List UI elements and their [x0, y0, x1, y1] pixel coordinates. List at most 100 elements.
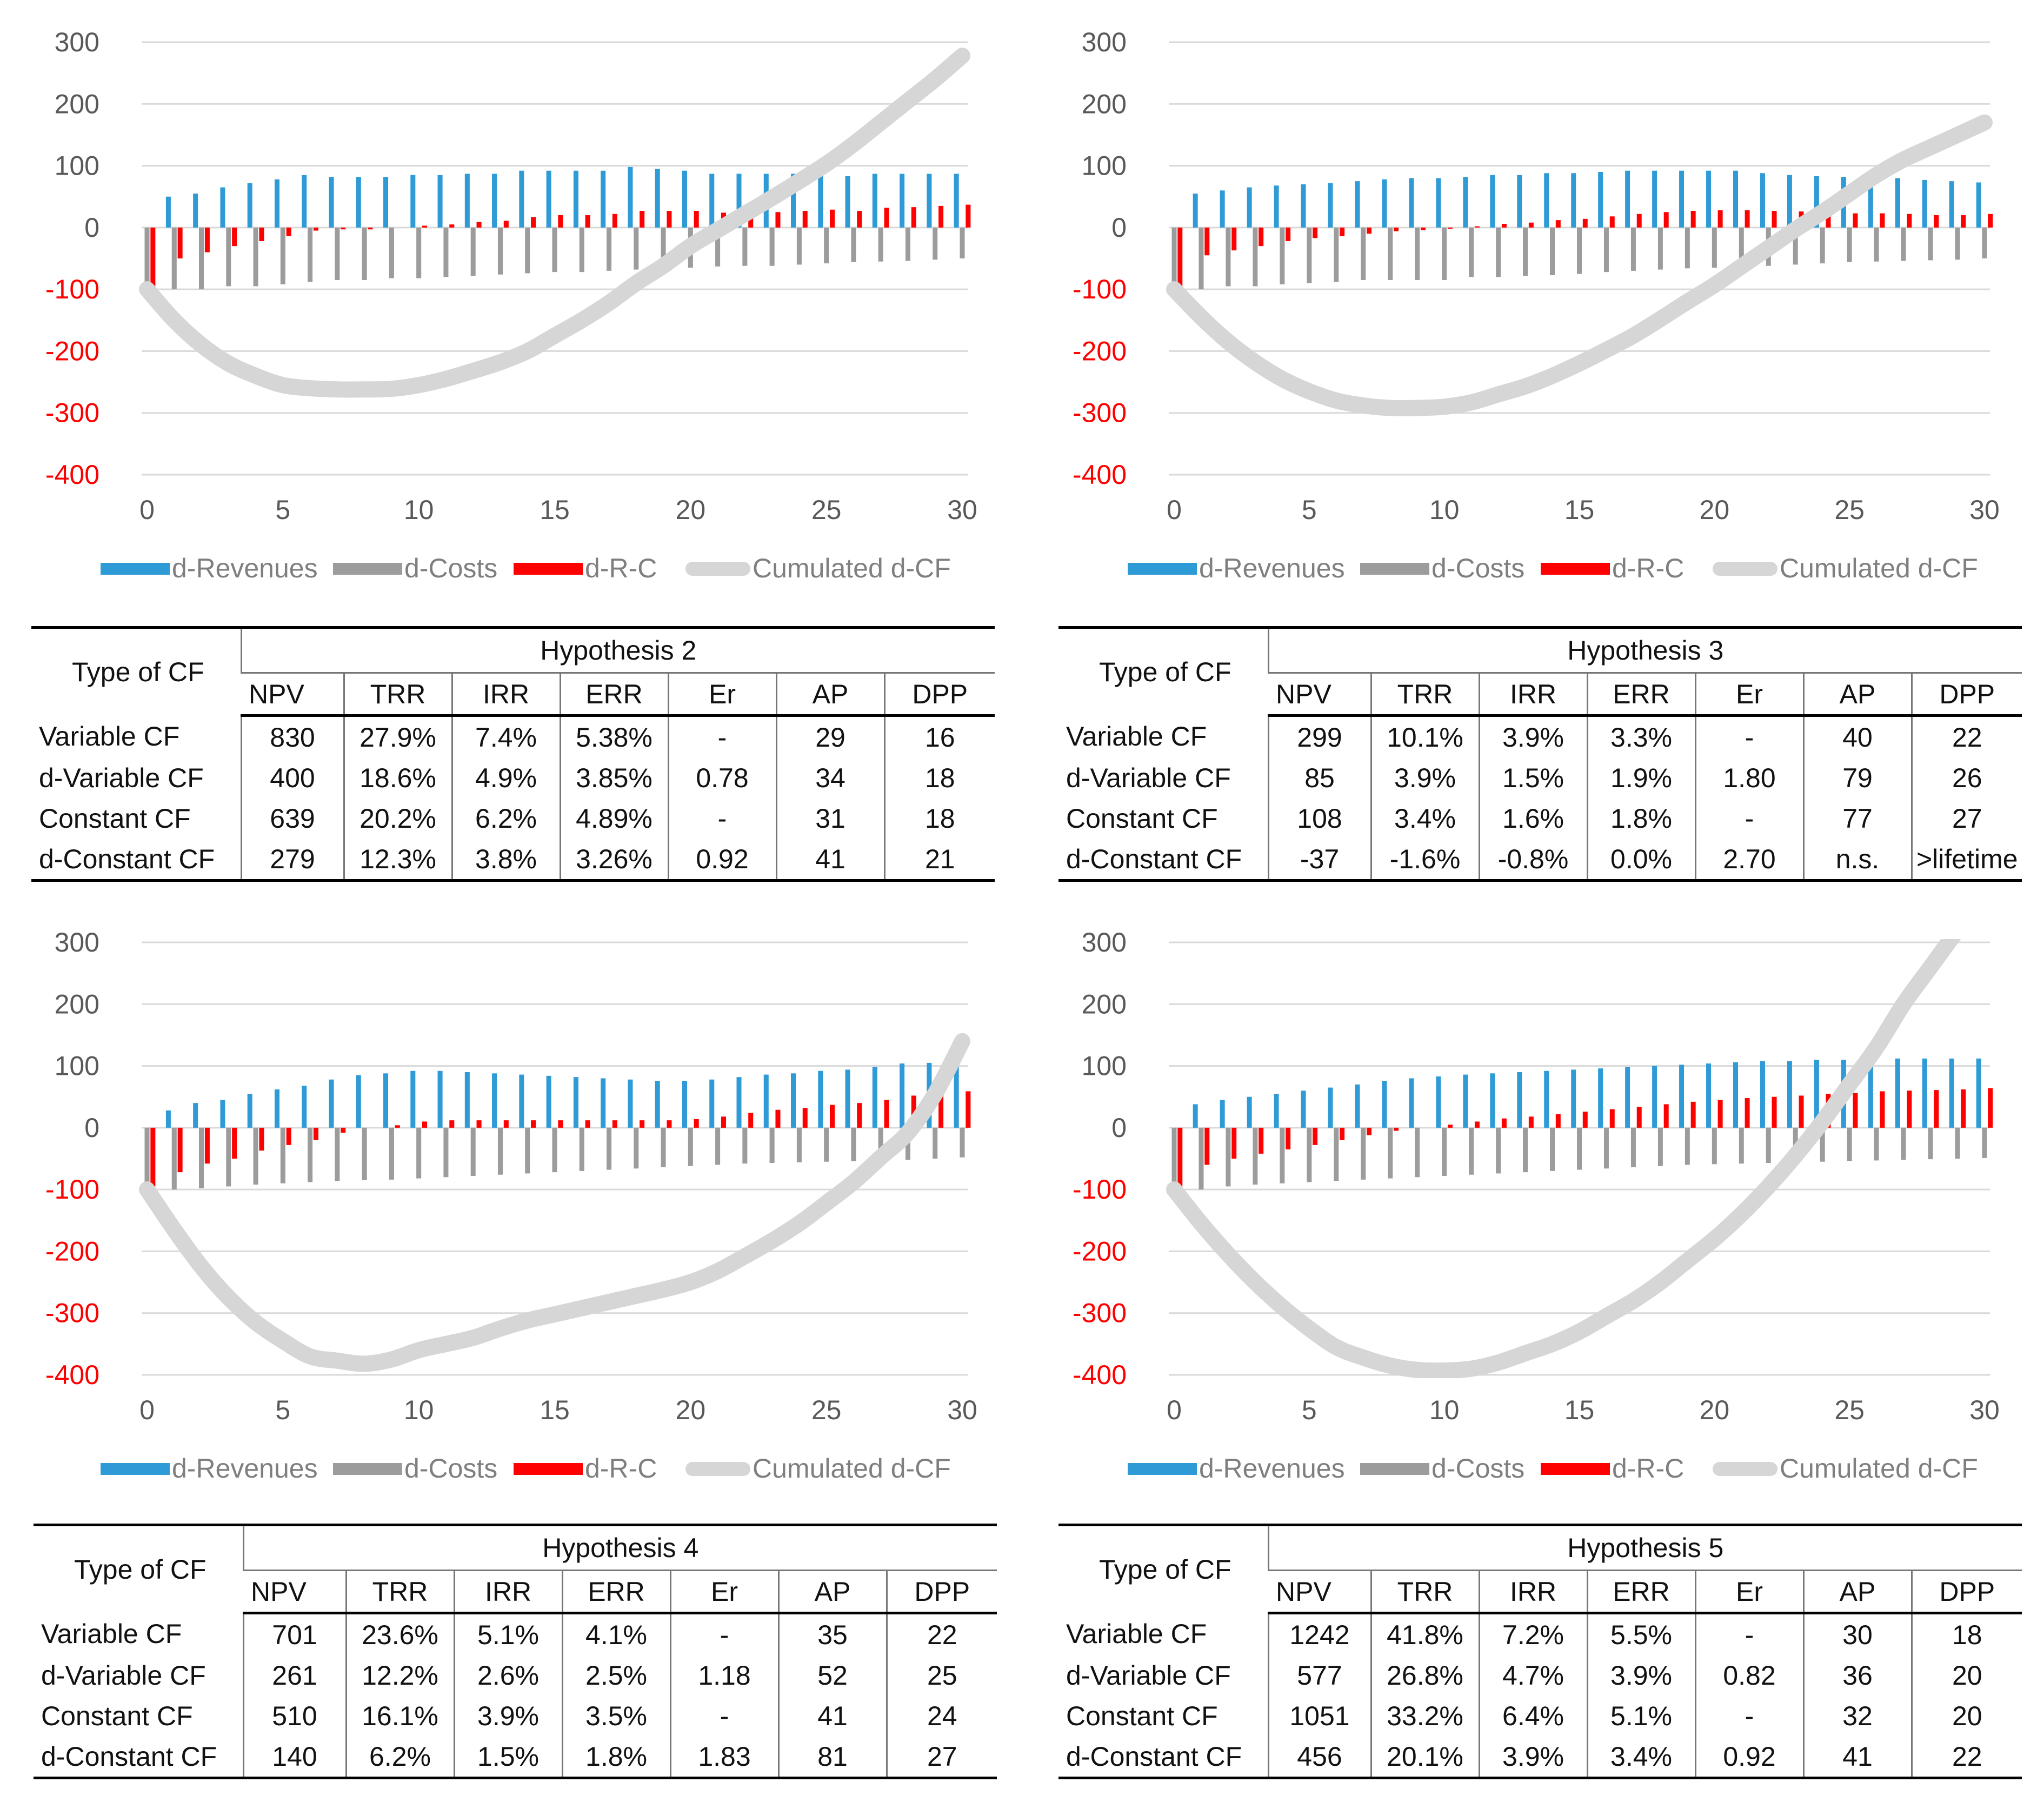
x-tick-label: 25: [811, 1395, 842, 1425]
bar-d-revenues: [1193, 194, 1198, 228]
legend-swatch: [685, 1462, 750, 1476]
bar-d-costs: [824, 227, 829, 264]
bar-d-revenues: [356, 1075, 361, 1128]
bar-d-r-c: [1177, 227, 1183, 287]
column-header: TRR: [345, 1570, 454, 1614]
bar-d-costs: [1901, 227, 1906, 261]
bar-d-r-c: [1313, 227, 1318, 238]
x-tick-label: 15: [1564, 495, 1595, 525]
column-header: DPP: [885, 1570, 997, 1614]
bar-d-costs: [144, 1127, 150, 1187]
bar-d-revenues: [193, 1103, 198, 1128]
row-label: Constant CF: [41, 1700, 193, 1731]
bar-d-costs: [1442, 227, 1447, 280]
table-row: d-Constant CF -37 -1.6% -0.8% 0.0% 2.70 n.s. >l…: [1058, 839, 2022, 882]
y-tick-label: -400: [45, 460, 99, 490]
x-tick-label: 30: [1969, 1395, 2000, 1425]
y-tick-label: 200: [55, 89, 99, 119]
bar-d-revenues: [1679, 170, 1685, 228]
bar-d-costs: [335, 227, 340, 280]
bar-d-revenues: [464, 1072, 470, 1128]
table-cell: 2.6%: [453, 1655, 562, 1695]
legend-label: d-Revenues: [172, 553, 318, 583]
bar-d-costs: [1415, 227, 1420, 280]
bar-d-r-c: [1340, 1127, 1345, 1140]
bar-d-revenues: [1868, 178, 1873, 228]
bar-d-revenues: [655, 169, 660, 228]
table-cell: 1.6%: [1478, 798, 1587, 839]
legend-label: d-R-C: [1612, 553, 1684, 583]
x-tick-label: 30: [947, 495, 977, 525]
table-cell: 29: [775, 715, 884, 757]
hypothesis-header: Hypothesis 3: [1267, 626, 2022, 674]
table-row: d-Constant CF 456 20.1% 3.9% 3.4% 0.92 41 22: [1058, 1736, 2022, 1779]
bar-d-revenues: [573, 170, 578, 228]
bar-d-revenues: [1760, 173, 1765, 228]
bar-d-costs: [933, 227, 938, 260]
table-cell: n.s.: [1802, 839, 1912, 882]
bar-d-costs: [253, 1127, 258, 1185]
bar-d-costs: [769, 227, 775, 266]
bar-d-r-c: [1636, 214, 1642, 228]
table-cell: 1.5%: [453, 1736, 562, 1779]
column-header: IRR: [1478, 1570, 1587, 1614]
column-header: TRR: [1370, 1570, 1479, 1614]
table-cell: 12.3%: [343, 839, 452, 882]
x-tick-label: 10: [404, 495, 434, 525]
table-cell: -: [1694, 1613, 1803, 1655]
bar-d-costs: [144, 227, 150, 287]
table-row: Constant CF 108 3.4% 1.6% 1.8% -77 27: [1058, 798, 2022, 839]
bar-d-costs: [1739, 227, 1744, 267]
bar-d-r-c: [667, 211, 672, 228]
bar-d-revenues: [1463, 1074, 1468, 1128]
column-header: ERR: [561, 1570, 670, 1614]
bar-d-costs: [796, 227, 802, 265]
bar-d-costs: [579, 227, 584, 272]
bar-d-costs: [470, 1127, 476, 1176]
column-header: DPP: [1910, 673, 2022, 717]
table-cell: 3.85%: [559, 757, 668, 798]
bar-d-r-c: [422, 225, 428, 228]
bar-d-costs: [389, 1127, 394, 1180]
bar-d-revenues: [329, 1079, 334, 1128]
column-header: IRR: [453, 1570, 562, 1614]
bar-d-r-c: [449, 224, 455, 228]
table-cell: 3.9%: [1478, 715, 1587, 757]
legend-label: d-Costs: [1432, 553, 1524, 583]
legend-swatch: [685, 562, 750, 576]
legend-swatch: [101, 563, 170, 575]
bar-d-revenues: [1706, 1063, 1712, 1128]
bar-d-costs: [634, 1127, 639, 1169]
row-label: d-Constant CF: [34, 1736, 243, 1779]
x-tick-label: 30: [1969, 495, 2000, 525]
bar-d-costs: [1226, 227, 1231, 287]
hypothesis-header: Hypothesis 2: [240, 626, 995, 674]
bar-d-r-c: [1582, 1112, 1588, 1128]
table-cell: 3.4%: [1586, 1736, 1695, 1779]
legend-label: d-Costs: [1432, 1453, 1524, 1484]
bar-d-revenues: [736, 174, 742, 228]
bar-d-r-c: [313, 1127, 318, 1140]
table-row: Variable CF 1242 41.8% 7.2% 5.5% -30 18: [1058, 1613, 2022, 1655]
table-cell: 701: [242, 1613, 346, 1655]
table-cell: 22: [885, 1613, 997, 1655]
bar-d-revenues: [818, 174, 823, 228]
bar-d-costs: [1928, 227, 1933, 261]
table-cell: 18: [883, 757, 995, 798]
table-row: Variable CF 701 23.6% 5.1% 4.1% -35 22: [34, 1613, 997, 1655]
bar-d-costs: [878, 1127, 883, 1161]
type-of-cf-header: Type of CF: [34, 1524, 243, 1613]
bar-d-costs: [1630, 1127, 1636, 1167]
y-tick-label: -200: [1073, 1236, 1127, 1266]
y-tick-label: -400: [1073, 460, 1127, 490]
table-cell: -0.8%: [1478, 839, 1587, 882]
legend-swatch: [1713, 562, 1777, 576]
table-cell: 41: [1802, 1736, 1912, 1779]
x-tick-label: 10: [404, 1395, 434, 1425]
cumulated-cf-line: [139, 48, 970, 398]
table-cell: 27.9%: [343, 715, 452, 757]
bar-d-costs: [1469, 1127, 1474, 1175]
bar-d-r-c: [1501, 224, 1507, 228]
bar-d-r-c: [1501, 1118, 1507, 1128]
column-header: ERR: [559, 673, 668, 717]
